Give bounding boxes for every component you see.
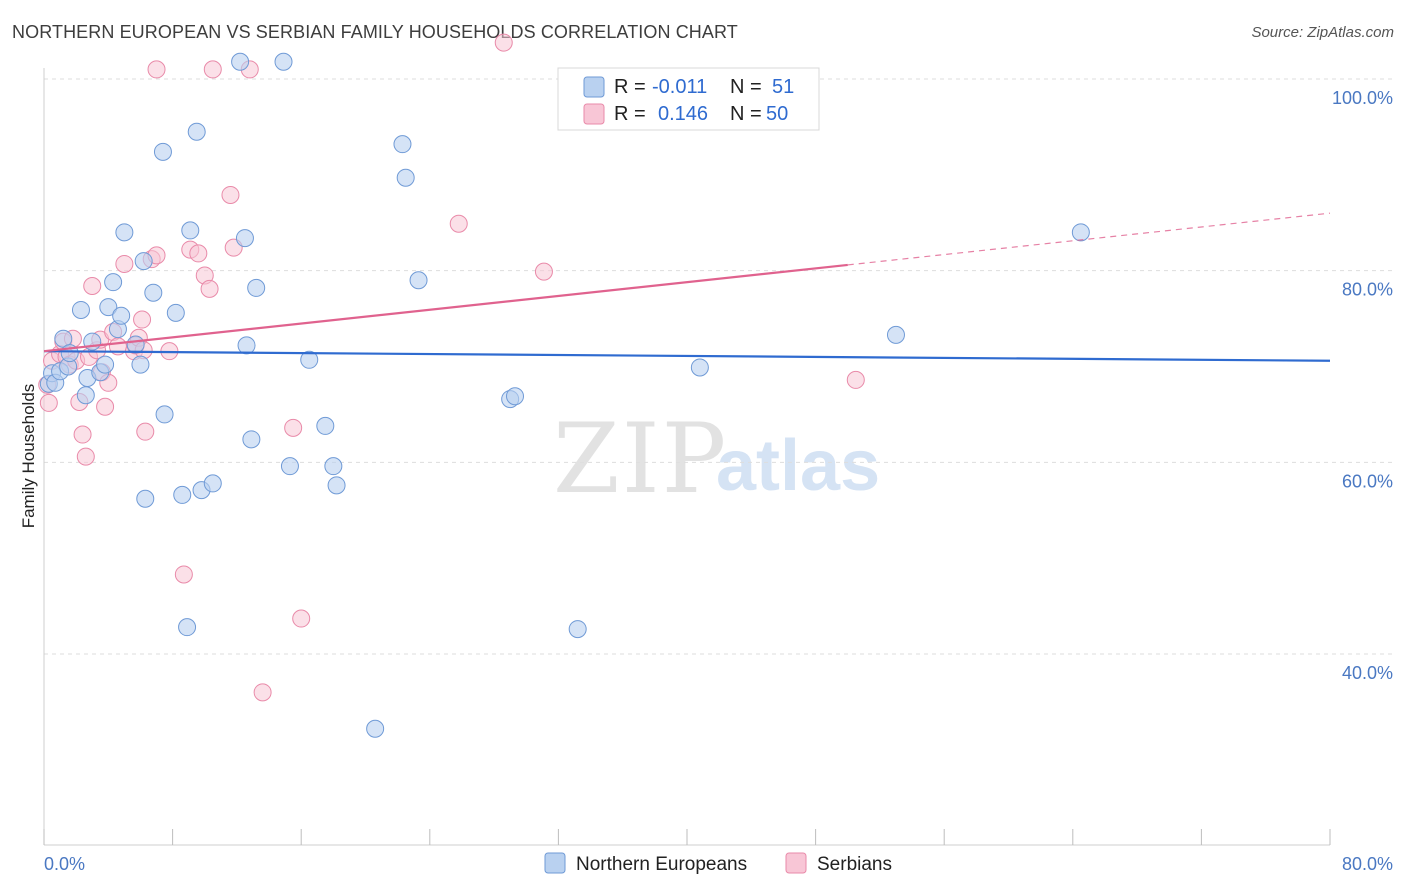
y-tick-labels: 100.0% 80.0% 60.0% 40.0%	[1332, 88, 1393, 683]
serbians-point	[449, 214, 468, 233]
serbians-point	[200, 279, 219, 298]
legend-swatch-blue	[583, 76, 605, 98]
bottom-legend-label-serbians: Serbians	[817, 854, 892, 875]
x-tick-label-min: 0.0%	[44, 854, 85, 874]
northern-europeans-point	[166, 303, 185, 322]
y-tick-label: 60.0%	[1342, 471, 1393, 491]
serbians-point	[115, 254, 134, 273]
northern-europeans-point	[300, 350, 319, 369]
legend-r-value-1: -0.011	[652, 76, 707, 98]
watermark-zip: ZIP	[553, 403, 728, 515]
northern-europeans-point	[71, 300, 90, 319]
serbians-trendline	[43, 263, 848, 353]
serbians-point	[76, 447, 95, 466]
bottom-legend-swatch-blue	[544, 852, 566, 874]
y-tick-label: 100.0%	[1332, 88, 1393, 108]
northern-europeans-point	[247, 278, 266, 297]
x-tick-label-max: 80.0%	[1342, 854, 1393, 874]
serbians-point	[494, 33, 513, 52]
serbians-point	[292, 609, 311, 628]
northern-europeans-point	[690, 358, 709, 377]
bottom-legend-swatch-pink	[785, 852, 807, 874]
northern-europeans-point	[104, 273, 123, 292]
serbians-point	[73, 425, 92, 444]
legend-n-label-2: N =	[730, 103, 762, 125]
northern-europeans-point	[144, 283, 163, 302]
northern-europeans-point	[1071, 223, 1090, 242]
serbians-point	[147, 60, 166, 79]
x-tick-labels: 0.0% 80.0%	[44, 854, 1393, 874]
watermark-atlas: atlas	[716, 426, 880, 506]
northern-europeans-point	[178, 618, 197, 637]
northern-europeans-point	[203, 474, 222, 493]
bottom-legend-label-northern-europeans: Northern Europeans	[576, 854, 747, 875]
serbians-point	[203, 60, 222, 79]
northern-europeans-point	[155, 405, 174, 424]
y-axis-title: Family Households	[19, 384, 38, 529]
serbians-point	[284, 418, 303, 437]
x-ticks	[43, 829, 1331, 845]
legend-r-label-1: R =	[614, 76, 646, 98]
legend-n-value-1: 51	[772, 76, 794, 98]
northern-europeans-point	[153, 142, 172, 161]
legend-n-label-1: N =	[730, 76, 762, 98]
northern-europeans-point	[242, 430, 261, 449]
northern-europeans-point	[409, 271, 428, 290]
northern-europeans-points	[39, 52, 1090, 738]
serbians-point	[136, 422, 155, 441]
serbians-point	[96, 397, 115, 416]
serbians-point	[133, 310, 152, 329]
serbians-point	[174, 565, 193, 584]
serbians-points	[38, 33, 865, 702]
serbians-point	[189, 244, 208, 263]
northern-europeans-point	[316, 416, 335, 435]
northern-europeans-point	[99, 298, 118, 317]
northern-europeans-point	[324, 457, 343, 476]
northern-europeans-point	[235, 229, 254, 248]
northern-europeans-point	[366, 719, 385, 738]
y-tick-label: 80.0%	[1342, 280, 1393, 300]
northern-europeans-point	[112, 306, 131, 325]
legend-n-value-2: 50	[766, 103, 788, 125]
northern-europeans-point	[280, 457, 299, 476]
northern-europeans-point	[173, 485, 192, 504]
top-legend: R = -0.011 N = 51 R = 0.146 N = 50	[557, 67, 820, 131]
trend-lines	[43, 212, 1331, 362]
serbians-point	[221, 185, 240, 204]
northern-europeans-point	[237, 336, 256, 355]
northern-europeans-point	[327, 476, 346, 495]
northern-europeans-point	[76, 386, 95, 405]
serbians-point	[253, 683, 272, 702]
legend-swatch-pink	[583, 103, 605, 125]
northern-europeans-point	[231, 52, 250, 71]
northern-europeans-point	[131, 355, 150, 374]
legend-r-label-2: R =	[614, 103, 646, 125]
northern-europeans-trendline	[43, 350, 1331, 362]
northern-europeans-point	[136, 489, 155, 508]
serbians-point	[534, 262, 553, 281]
serbians-point	[83, 277, 102, 295]
chart-title: NORTHERN EUROPEAN VS SERBIAN FAMILY HOUS…	[12, 22, 738, 42]
serbians-point	[846, 370, 865, 389]
serbians-point	[39, 393, 58, 412]
northern-europeans-point	[134, 252, 153, 271]
northern-europeans-point	[568, 620, 587, 639]
source-label: Source: ZipAtlas.com	[1251, 24, 1394, 41]
northern-europeans-point	[126, 335, 145, 354]
gridlines	[44, 78, 1395, 655]
legend-r-value-2: 0.146	[658, 103, 708, 125]
bottom-legend: Northern Europeans Serbians	[544, 852, 892, 875]
northern-europeans-point	[505, 387, 524, 406]
northern-europeans-point	[115, 223, 134, 242]
northern-europeans-point	[393, 135, 412, 154]
northern-europeans-point	[181, 221, 200, 240]
northern-europeans-point	[187, 122, 206, 141]
northern-europeans-point	[274, 52, 293, 71]
northern-europeans-point	[396, 168, 415, 187]
y-tick-label: 40.0%	[1342, 663, 1393, 683]
northern-europeans-point	[96, 355, 115, 374]
northern-europeans-point	[886, 325, 905, 344]
serbians-trendline-extension	[847, 212, 1331, 266]
